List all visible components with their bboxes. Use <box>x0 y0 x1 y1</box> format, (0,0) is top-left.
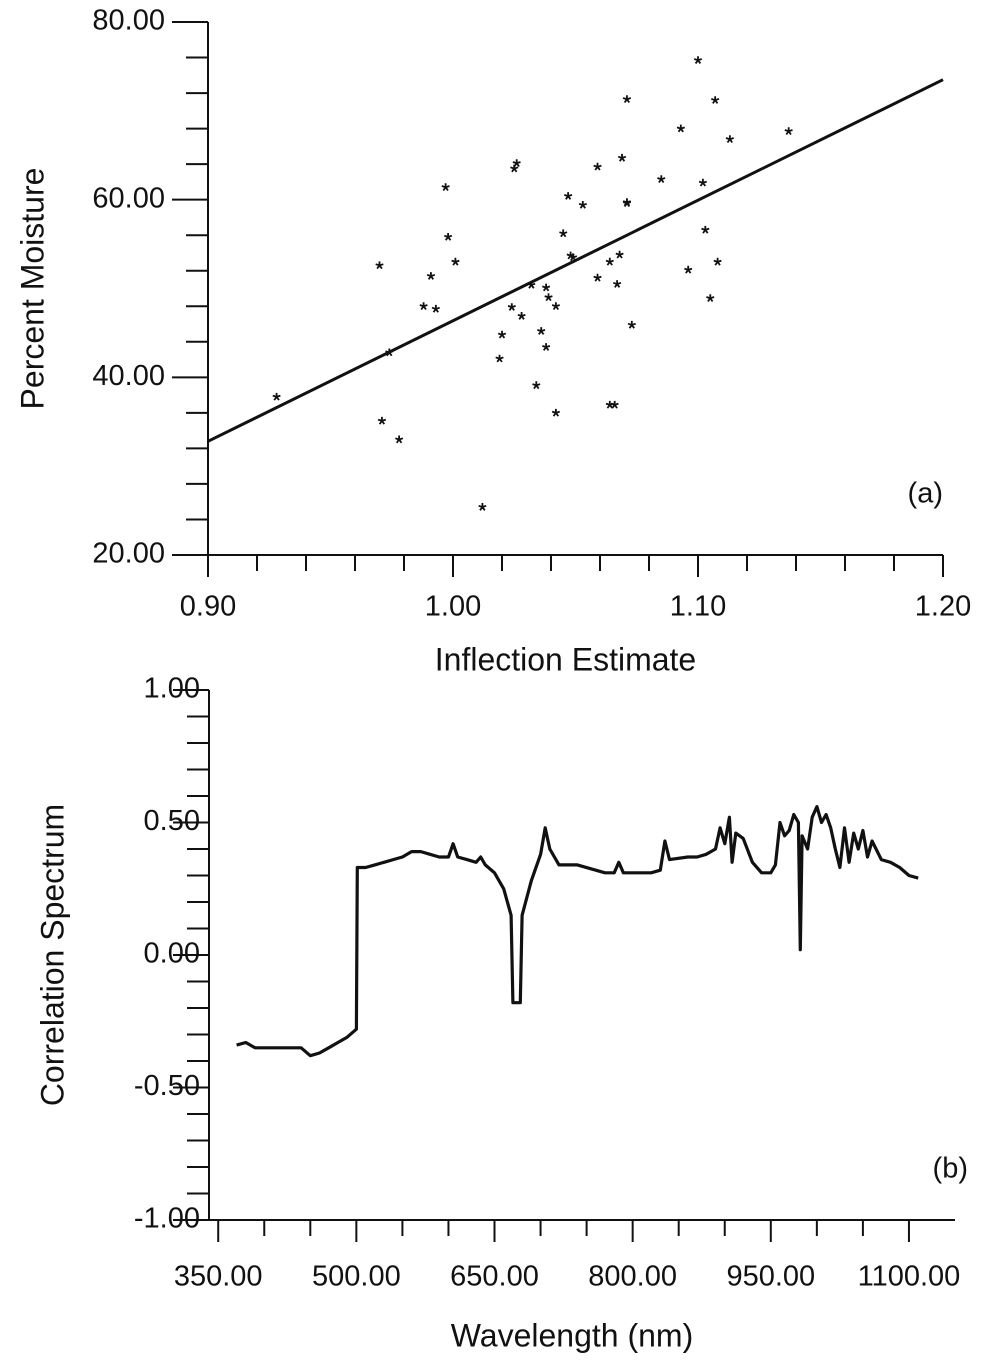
point <box>657 175 666 184</box>
point <box>706 294 715 303</box>
x-tick-label: 1100.00 <box>858 1261 961 1293</box>
annotation: (a) <box>908 478 943 510</box>
point <box>713 257 722 266</box>
x-axis-label: Inflection Estimate <box>435 641 696 677</box>
point <box>497 330 507 339</box>
point <box>551 302 560 311</box>
point <box>622 95 632 104</box>
point <box>610 400 619 409</box>
point <box>532 381 541 390</box>
y-tick-label: 20.00 <box>92 538 165 570</box>
y-tick-label: 0.00 <box>144 938 200 970</box>
point <box>385 348 394 357</box>
y-tick-label: 0.50 <box>144 805 200 837</box>
point <box>510 164 519 173</box>
point <box>627 320 636 329</box>
point <box>711 96 720 104</box>
x-tick-label: 650.00 <box>450 1261 539 1293</box>
point <box>537 327 546 335</box>
point <box>684 265 693 274</box>
x-axis-label: Wavelength (nm) <box>451 1317 693 1353</box>
point <box>559 229 568 238</box>
point <box>693 56 703 64</box>
point <box>272 392 281 401</box>
point <box>593 162 602 171</box>
point <box>395 435 404 444</box>
point <box>431 304 440 313</box>
x-tick-label: 350.00 <box>174 1261 263 1293</box>
spectrum-line <box>236 805 919 1058</box>
y-tick-label: -0.50 <box>134 1070 200 1102</box>
point <box>444 233 453 241</box>
point <box>593 273 602 282</box>
point <box>568 253 578 262</box>
point <box>495 354 504 363</box>
point <box>578 200 587 209</box>
point <box>419 302 428 311</box>
x-tick-label: 1.10 <box>670 591 726 623</box>
point <box>698 178 707 187</box>
point <box>478 503 487 511</box>
point <box>507 303 516 311</box>
x-tick-label: 1.20 <box>915 591 971 623</box>
point <box>377 416 387 425</box>
point <box>613 280 622 288</box>
point <box>512 159 521 168</box>
y-tick-label: 80.00 <box>92 5 165 37</box>
x-tick-label: 1.00 <box>425 591 481 623</box>
point <box>564 192 573 200</box>
y-tick-label: -1.00 <box>134 1203 200 1235</box>
point <box>615 250 624 259</box>
y-tick-label: 1.00 <box>144 673 200 705</box>
point <box>617 153 627 162</box>
y-tick-label: 60.00 <box>92 182 165 214</box>
point <box>676 124 685 133</box>
x-tick-label: 800.00 <box>588 1261 677 1293</box>
point <box>551 408 560 417</box>
y-tick-label: 40.00 <box>92 360 165 392</box>
point <box>441 183 450 192</box>
point <box>725 135 734 144</box>
x-tick-label: 500.00 <box>312 1261 401 1293</box>
point <box>542 343 551 351</box>
point <box>701 225 710 234</box>
y-axis-label: Correlation Spectrum <box>34 804 70 1106</box>
point <box>784 127 793 136</box>
point <box>517 312 526 320</box>
point <box>527 280 536 289</box>
x-tick-label: 950.00 <box>726 1261 815 1293</box>
x-tick-label: 0.90 <box>180 591 236 623</box>
point <box>542 283 551 292</box>
point <box>375 261 384 270</box>
point <box>544 293 553 302</box>
point <box>622 199 632 208</box>
point <box>451 257 460 266</box>
annotation: (b) <box>933 1153 968 1185</box>
point <box>426 272 436 280</box>
y-axis-label: Percent Moisture <box>14 168 50 410</box>
point <box>605 257 614 266</box>
